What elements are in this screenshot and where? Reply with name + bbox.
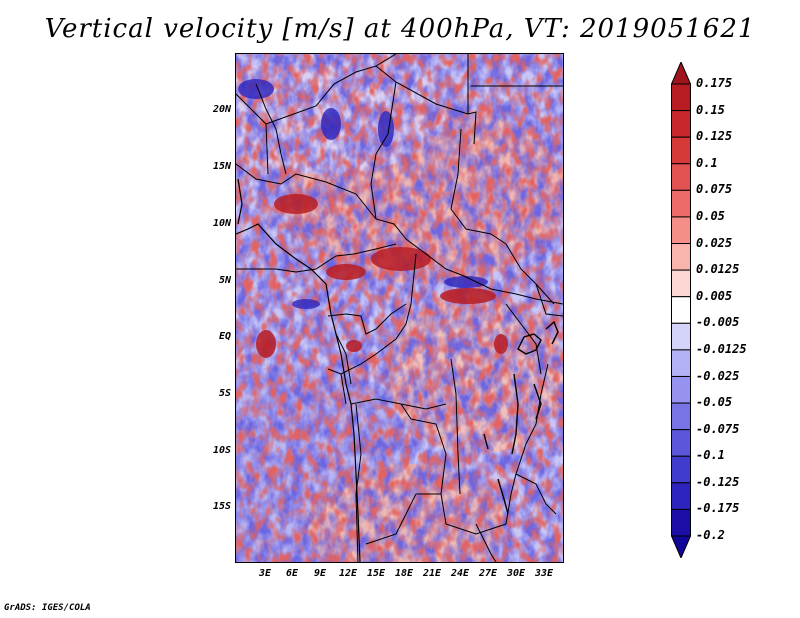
lon-tick-label: 12E <box>338 568 358 579</box>
colorbar-label: -0.2 <box>696 528 725 542</box>
lon-tick-label: 3E <box>258 568 272 579</box>
colorbar-segment <box>671 375 691 404</box>
colorbar-label: 0.15 <box>696 102 725 117</box>
lat-tick-label: 15S <box>212 501 231 512</box>
colorbar-label: -0.1 <box>696 448 725 463</box>
lat-tick-label: 5S <box>218 388 231 399</box>
lat-tick-label: 10N <box>212 218 231 229</box>
lat-tick-label: 10S <box>212 445 231 456</box>
colorbar-label: -0.125 <box>696 474 740 489</box>
colorbar <box>671 62 691 558</box>
velocity-field <box>236 54 563 562</box>
colorbar-segment <box>671 189 691 218</box>
strong-downdraft-cores <box>238 79 488 309</box>
colorbar-segment <box>671 216 691 245</box>
lon-tick-label: 30E <box>506 568 526 579</box>
colorbar-segment <box>671 508 691 537</box>
lon-tick-label: 18E <box>394 568 414 579</box>
lat-tick-label: 5N <box>218 275 231 286</box>
coastlines <box>236 178 361 562</box>
country-borders <box>236 54 563 562</box>
colorbar-label: 0.125 <box>696 129 733 144</box>
colorbar-label: 0.0125 <box>696 262 740 277</box>
colorbar-label: 0.1 <box>696 155 718 170</box>
colorbar-segment <box>671 455 691 484</box>
colorbar-segment <box>671 110 691 138</box>
lon-tick-label: 15E <box>366 568 386 579</box>
colorbar-label: -0.05 <box>696 395 733 410</box>
lon-tick-label: 9E <box>313 568 327 579</box>
colorbar-segment <box>671 482 691 510</box>
lat-tick-label: 15N <box>212 161 231 172</box>
colorbar-label: -0.005 <box>696 315 740 330</box>
colorbar-tip-top <box>671 62 691 85</box>
colorbar-label: -0.025 <box>696 368 740 383</box>
colorbar-segment <box>671 243 691 271</box>
colorbar-segment <box>671 322 691 351</box>
lat-tick-label: EQ <box>218 331 231 342</box>
colorbar-segment <box>671 269 691 298</box>
lon-tick-label: 27E <box>478 568 498 579</box>
lon-tick-label: 6E <box>285 568 299 579</box>
lon-tick-label: 24E <box>450 568 470 579</box>
lon-tick-label: 21E <box>422 568 442 579</box>
map-title: Vertical velocity [m/s] at 400hPa, VT: 2… <box>44 14 756 44</box>
colorbar-segment <box>671 349 691 377</box>
lakes <box>483 320 559 515</box>
colorbar-label: 0.175 <box>696 76 733 90</box>
colorbar-label: 0.005 <box>696 288 733 303</box>
colorbar-tip-bottom <box>671 535 691 558</box>
colorbar-label: -0.075 <box>696 421 740 436</box>
strong-updraft-cores <box>256 194 508 358</box>
colorbar-label: -0.175 <box>696 501 740 516</box>
colorbar-segment <box>671 136 691 165</box>
colorbar-label: -0.0125 <box>696 341 747 356</box>
map-plot-area <box>235 53 564 563</box>
colorbar-segment <box>671 83 691 112</box>
colorbar-label: 0.05 <box>696 208 725 223</box>
colorbar-segment <box>671 296 691 324</box>
colorbar-segment <box>671 402 691 431</box>
credit-text: GrADS: IGES/COLA <box>4 603 91 613</box>
colorbar-label: 0.025 <box>696 235 733 250</box>
lat-tick-label: 20N <box>212 104 231 115</box>
colorbar-label: 0.075 <box>696 182 733 197</box>
colorbar-segment <box>671 429 691 457</box>
colorbar-segment <box>671 163 691 191</box>
lon-tick-label: 33E <box>534 568 554 579</box>
